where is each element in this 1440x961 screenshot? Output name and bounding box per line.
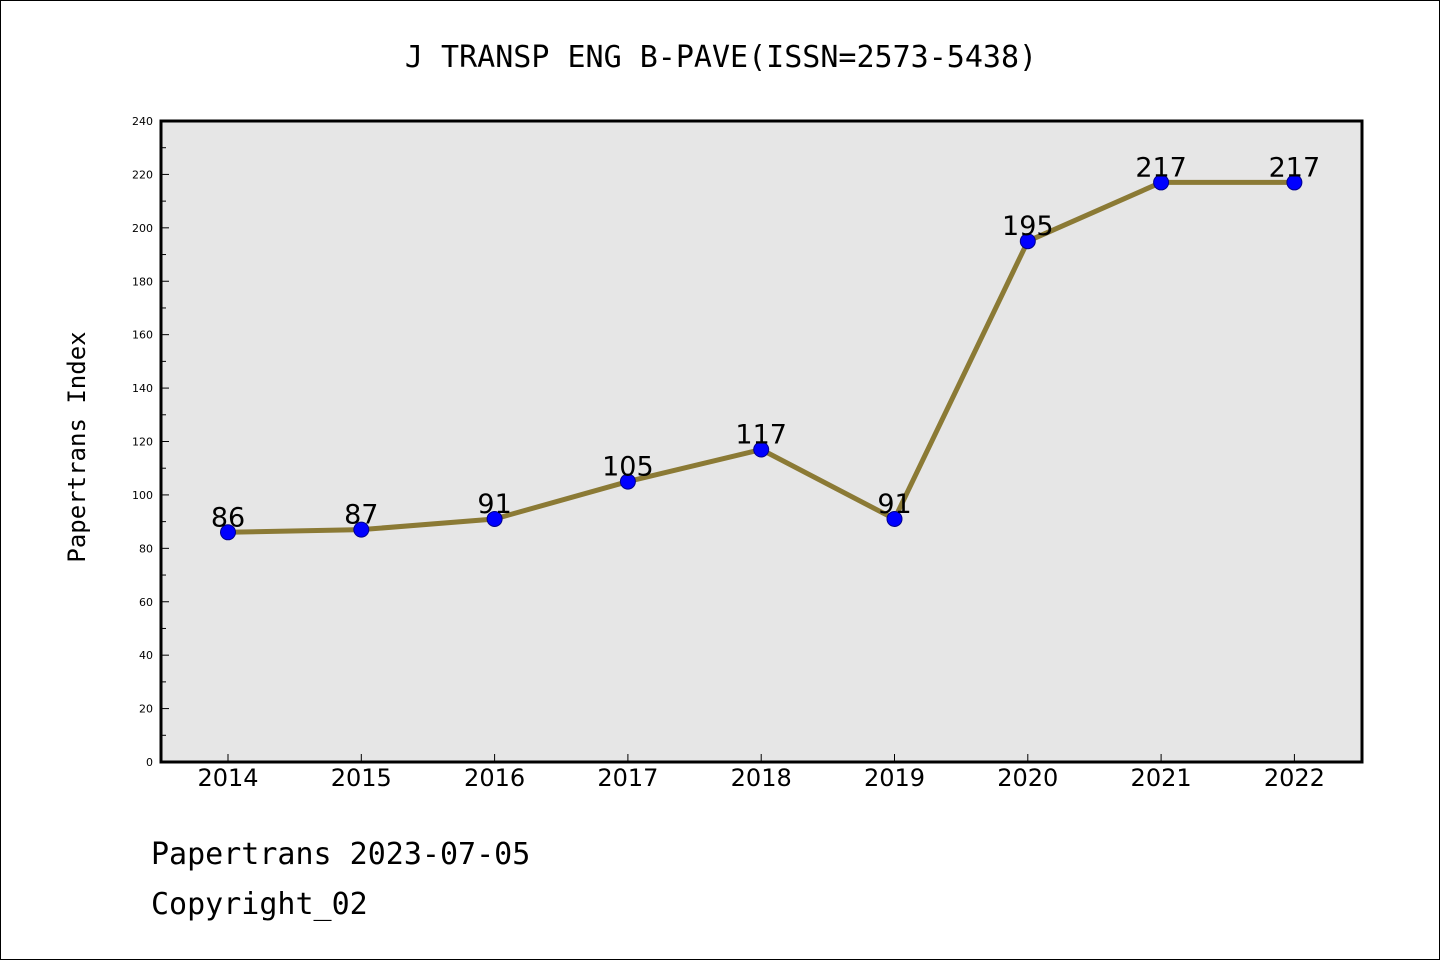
y-tick-label: 180 (132, 275, 153, 288)
data-point (886, 510, 903, 527)
x-tick-label: 2019 (864, 764, 925, 792)
data-label: 91 (877, 489, 911, 520)
data-point (619, 473, 636, 490)
data-point (220, 524, 236, 541)
x-tick-label: 2021 (1131, 764, 1192, 792)
x-tick-label: 2014 (197, 764, 258, 792)
series-layer (220, 174, 1303, 541)
x-tick-label: 2020 (997, 764, 1058, 792)
data-label: 217 (1269, 152, 1321, 183)
y-tick-label: 40 (139, 649, 153, 662)
data-labels: 86 87 91 105 117 91 195 217 217 (211, 152, 1320, 533)
footer-date: Papertrans 2023-07-05 (151, 837, 531, 872)
plot-area (159, 119, 1364, 764)
x-tick-label: 2022 (1264, 764, 1325, 792)
data-label: 217 (1135, 152, 1187, 183)
y-tick-label: 80 (139, 542, 153, 555)
data-point (353, 521, 370, 538)
data-label: 86 (211, 502, 245, 533)
x-tick-label: 2016 (464, 764, 525, 792)
y-tick-label: 20 (139, 703, 153, 716)
data-point (1019, 233, 1036, 250)
y-tick-label: 0 (146, 756, 153, 769)
y-tick-label: 160 (132, 329, 153, 342)
y-tick-label: 240 (132, 115, 153, 128)
data-label: 117 (735, 420, 787, 451)
data-label: 87 (344, 500, 378, 531)
data-point (1286, 174, 1303, 191)
x-axis-ticks: 2014 2015 2016 2017 2018 2019 2020 2021 2022 (197, 754, 1325, 792)
y-axis-ticks: 0 20 40 60 80 100 120 140 160 180 200 220 240 (132, 115, 169, 769)
y-tick-label: 60 (139, 596, 153, 609)
y-tick-label: 140 (132, 382, 153, 395)
y-axis-label: Papertrans Index (63, 331, 91, 562)
x-tick-label: 2017 (597, 764, 658, 792)
data-label: 195 (1002, 211, 1054, 242)
y-tick-label: 100 (132, 489, 153, 502)
x-tick-label: 2015 (331, 764, 392, 792)
chart-title: J TRANSP ENG B-PAVE(ISSN=2573-5438) (405, 40, 1037, 75)
x-tick-label: 2018 (731, 764, 792, 792)
data-label: 105 (602, 452, 654, 483)
y-tick-label: 120 (132, 436, 153, 449)
data-point (486, 510, 503, 527)
data-point (1153, 174, 1170, 191)
footer-copyright: Copyright_02 (151, 887, 368, 922)
data-point (753, 441, 770, 458)
y-tick-label: 200 (132, 222, 153, 235)
y-tick-label: 220 (132, 168, 153, 181)
data-label: 91 (477, 489, 511, 520)
